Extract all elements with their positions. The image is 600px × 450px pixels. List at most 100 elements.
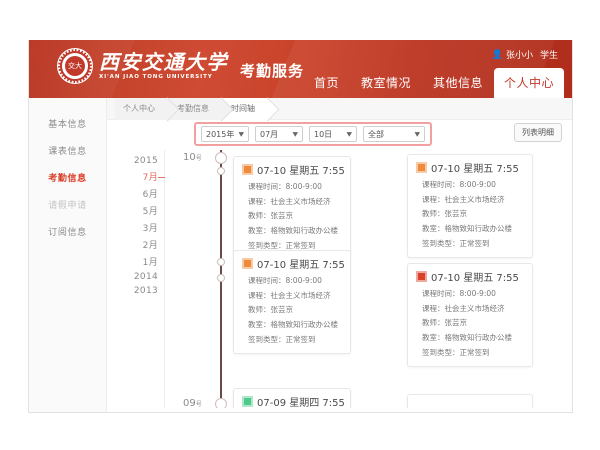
timeline-card-4-row-course: 课程：社会主义市场经济 <box>422 303 505 313</box>
timeline-card-3-row-type: 签到类型：正常签到 <box>248 334 316 344</box>
chevron-down-icon: ▼ <box>346 130 353 138</box>
timeline-card-5-title: 07-09 星期四 7:55 <box>257 398 345 408</box>
year-month-list: 2015 7月 6月 5月 3月 2月 1月 2014 2013 <box>107 150 165 408</box>
user-role: 学生 <box>539 51 558 61</box>
timeline-day-number-09: 09 <box>183 398 196 408</box>
timeline-card-1-header: 07-10 星期五 7:55 <box>242 162 345 177</box>
timeline-card-3-row-course: 课程：社会主义市场经济 <box>248 290 331 300</box>
sidebar-item-subscription-info[interactable]: 订阅信息 <box>48 228 87 238</box>
breadcrumb: 个人中心 考勤信息 时间轴 <box>107 97 572 120</box>
chevron-down-icon: ▼ <box>238 130 245 138</box>
day-select-value: 10日 <box>314 129 333 139</box>
timeline-card-1-row-room: 教室：格物致知行政办公楼 <box>248 225 338 235</box>
filter-group: 2015年 ▼ 07月 ▼ 10日 ▼ 全部 ▼ <box>194 122 432 146</box>
timeline-card-4[interactable]: 07-10 星期五 7:55 课程时间：8:00-9:00 课程：社会主义市场经… <box>407 263 533 368</box>
brand-text: 西安交通大学 XI'AN JIAO TONG UNIVERSITY <box>99 50 228 81</box>
timeline-card-4-title: 07-10 星期五 7:55 <box>431 273 519 284</box>
month-item-march[interactable]: 3月 <box>142 224 158 234</box>
day-select[interactable]: 10日 ▼ <box>309 126 357 142</box>
logo-core-text: 交大 <box>65 56 85 76</box>
timeline-card-4-row-time: 课程时间：8:00-9:00 <box>422 289 496 298</box>
month-select[interactable]: 07月 ▼ <box>255 126 303 142</box>
timeline-card-3-row-room: 教室：格物致知行政办公楼 <box>248 319 338 329</box>
timeline-card-3-header: 07-10 星期五 7:55 <box>242 256 345 271</box>
month-item-june[interactable]: 6月 <box>142 190 158 200</box>
timeline-card-2-header: 07-10 星期五 7:55 <box>416 160 524 175</box>
timeline-day-unit-09: 号 <box>195 401 202 408</box>
university-gear-logo-icon: 交大 <box>57 48 93 84</box>
breadcrumb-item-personal-center[interactable]: 个人中心 <box>115 97 169 120</box>
sidebar-item-leave-request[interactable]: 请假申请 <box>48 201 87 211</box>
app-window: 交大 西安交通大学 XI'AN JIAO TONG UNIVERSITY 考勤服… <box>28 40 573 413</box>
brand-logo[interactable]: 交大 西安交通大学 XI'AN JIAO TONG UNIVERSITY 考勤服… <box>57 48 304 84</box>
list-detail-button[interactable]: 列表明细 <box>514 123 562 142</box>
timeline-card-5-header: 07-09 星期四 7:55 <box>242 394 345 408</box>
timeline-node-day09[interactable] <box>215 398 227 408</box>
month-item-july[interactable]: 7月 <box>107 168 165 185</box>
timeline-card-2-row-teacher: 教师：张芸京 <box>422 209 467 219</box>
nav-item-other-info[interactable]: 其他信息 <box>432 76 483 90</box>
nav-item-home[interactable]: 首页 <box>313 76 339 90</box>
attendance-green-icon <box>242 396 253 407</box>
timeline-day-unit-10: 号 <box>195 155 202 162</box>
timeline-card-4-header: 07-10 星期五 7:55 <box>416 269 524 284</box>
timeline-node-event-3[interactable] <box>217 274 225 282</box>
timeline-day-label-10: 10号 <box>183 152 202 167</box>
timeline-card-2-row-type: 签到类型：正常签到 <box>422 238 490 248</box>
timeline-card-1-row-type: 签到类型：正常签到 <box>248 240 316 250</box>
timeline-card-2-row-time: 课程时间：8:00-9:00 <box>422 180 496 189</box>
timeline-card-4-row-teacher: 教师：张芸京 <box>422 318 467 328</box>
timeline-node-day10[interactable] <box>215 152 227 164</box>
month-item-february[interactable]: 2月 <box>142 241 158 251</box>
toolbar: 2015年 ▼ 07月 ▼ 10日 ▼ 全部 ▼ <box>107 120 572 150</box>
timeline-card-3[interactable]: 07-10 星期五 7:55 课程时间：8:00-9:00 课程：社会主义市场经… <box>233 250 351 355</box>
brand-name-en: XI'AN JIAO TONG UNIVERSITY <box>99 74 213 80</box>
breadcrumb-item-attendance-info[interactable]: 考勤信息 <box>169 97 223 120</box>
timeline-card-2-row-room: 教室：格物致知行政办公楼 <box>422 223 512 233</box>
year-item-2013[interactable]: 2013 <box>133 286 158 296</box>
timeline-card-2-row-course: 课程：社会主义市场经济 <box>422 194 505 204</box>
site-header: 交大 西安交通大学 XI'AN JIAO TONG UNIVERSITY 考勤服… <box>29 40 572 98</box>
page-body: 基本信息 课表信息 考勤信息 请假申请 订阅信息 个人中心 考勤信息 时间轴 2… <box>29 97 572 412</box>
year-item-2014[interactable]: 2014 <box>133 272 158 282</box>
main-navigation: 首页 教室情况 其他信息 个人中心 <box>303 68 564 98</box>
month-item-may[interactable]: 5月 <box>142 207 158 217</box>
user-info[interactable]: 👤 张小小 学生 <box>491 48 558 62</box>
timeline-node-event-2[interactable] <box>217 258 225 266</box>
timeline-day-label-09: 09号 <box>183 398 202 408</box>
nav-item-personal-center[interactable]: 个人中心 <box>493 68 564 98</box>
brand-name-cn: 西安交通大学 <box>99 50 228 74</box>
timeline-card-5[interactable]: 07-09 星期四 7:55 <box>233 388 351 408</box>
timeline: 2015 7月 6月 5月 3月 2月 1月 2014 2013 10号 <box>107 150 572 408</box>
timeline-day-number-10: 10 <box>183 152 196 163</box>
timeline-card-6[interactable] <box>407 394 533 408</box>
chevron-down-icon: ▼ <box>414 130 421 138</box>
timeline-card-4-row-type: 签到类型：正常签到 <box>422 347 490 357</box>
sidebar: 基本信息 课表信息 考勤信息 请假申请 订阅信息 <box>29 98 107 412</box>
sidebar-item-schedule-info[interactable]: 课表信息 <box>48 147 87 157</box>
nav-item-classroom[interactable]: 教室情况 <box>360 76 411 90</box>
year-item-2015[interactable]: 2015 <box>133 156 158 166</box>
brand-subtitle: 考勤服务 <box>240 62 305 80</box>
year-select[interactable]: 2015年 ▼ <box>201 126 249 142</box>
month-select-value: 07月 <box>260 129 279 139</box>
breadcrumb-item-timeline[interactable]: 时间轴 <box>223 97 269 120</box>
month-item-january[interactable]: 1月 <box>142 258 158 268</box>
attendance-red-icon <box>416 271 427 282</box>
scope-select[interactable]: 全部 ▼ <box>363 126 425 142</box>
timeline-card-3-row-time: 课程时间：8:00-9:00 <box>248 276 322 285</box>
timeline-card-3-title: 07-10 星期五 7:55 <box>257 260 345 271</box>
timeline-card-1-row-time: 课程时间：8:00-9:00 <box>248 182 322 191</box>
timeline-node-event-1[interactable] <box>217 167 225 175</box>
chevron-down-icon: ▼ <box>292 130 299 138</box>
timeline-card-2-title: 07-10 星期五 7:55 <box>431 164 519 175</box>
timeline-card-4-row-room: 教室：格物致知行政办公楼 <box>422 332 512 342</box>
timeline-card-1-row-teacher: 教师：张芸京 <box>248 211 293 221</box>
user-icon: 👤 <box>491 49 503 60</box>
timeline-card-1[interactable]: 07-10 星期五 7:55 课程时间：8:00-9:00 课程：社会主义市场经… <box>233 156 351 261</box>
sidebar-item-basic-info[interactable]: 基本信息 <box>48 120 87 130</box>
timeline-card-2[interactable]: 07-10 星期五 7:55 课程时间：8:00-9:00 课程：社会主义市场经… <box>407 154 533 259</box>
scope-select-value: 全部 <box>368 129 384 139</box>
sidebar-item-attendance-info[interactable]: 考勤信息 <box>48 174 87 184</box>
content-area: 个人中心 考勤信息 时间轴 2015年 ▼ 07月 ▼ 10日 ▼ <box>107 97 572 412</box>
